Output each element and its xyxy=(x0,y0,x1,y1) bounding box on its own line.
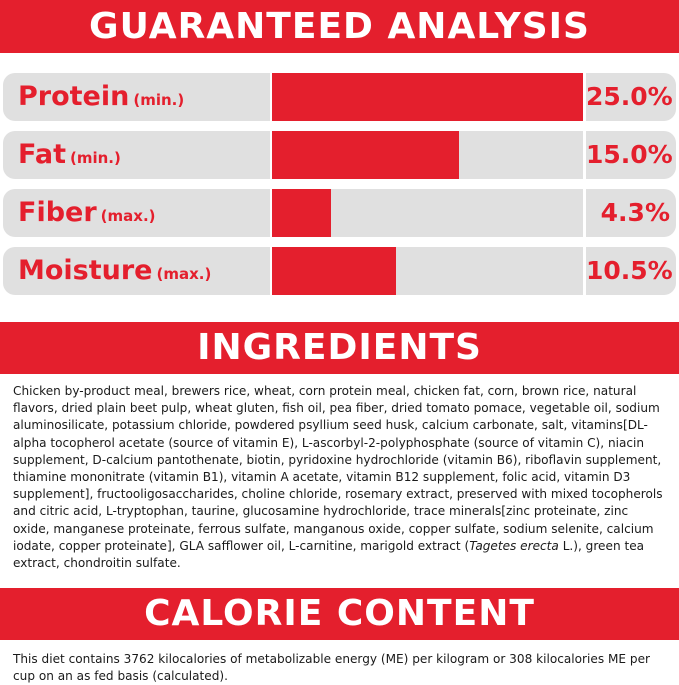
nutrient-qualifier: (max.) xyxy=(156,265,212,283)
analysis-bar-track xyxy=(272,131,583,179)
analysis-bar-fill xyxy=(272,131,459,179)
analysis-bar-track xyxy=(272,189,583,237)
nutrient-qualifier: (min.) xyxy=(70,149,121,167)
analysis-label: Fat (min.) xyxy=(3,131,270,179)
analysis-label: Protein (min.) xyxy=(3,73,270,121)
calorie-content-title: CALORIE CONTENT xyxy=(144,593,535,634)
analysis-row-fat: Fat (min.) 15.0% xyxy=(0,131,679,179)
analysis-value: 15.0% xyxy=(586,131,676,179)
ingredients-text: Chicken by-product meal, brewers rice, w… xyxy=(13,383,668,572)
analysis-bar-fill xyxy=(272,247,397,295)
analysis-bar-fill xyxy=(272,189,332,237)
analysis-value: 4.3% xyxy=(586,189,676,237)
nutrient-name: Moisture xyxy=(18,255,153,286)
ingredients-text-main: Chicken by-product meal, brewers rice, w… xyxy=(13,384,663,553)
nutrient-qualifier: (max.) xyxy=(100,207,156,225)
nutrient-name: Fiber xyxy=(18,197,97,228)
nutrient-qualifier: (min.) xyxy=(133,91,185,109)
analysis-label: Moisture (max.) xyxy=(3,247,270,295)
nutrient-name: Protein xyxy=(18,81,130,112)
analysis-value: 10.5% xyxy=(586,247,676,295)
analysis-bar-track xyxy=(272,73,583,121)
analysis-row-fiber: Fiber (max.) 4.3% xyxy=(0,189,679,237)
calorie-content-text: This diet contains 3762 kilocalories of … xyxy=(13,652,650,684)
ingredients-text-end: L.), green tea extract, chondroitin sulf… xyxy=(13,538,645,571)
guaranteed-analysis-banner: GUARANTEED ANALYSIS xyxy=(0,0,679,53)
analysis-row-moisture: Moisture (max.) 10.5% xyxy=(0,247,679,295)
calorie-content-banner: CALORIE CONTENT xyxy=(0,588,679,640)
analysis-bar-fill xyxy=(272,73,583,121)
analysis-label: Fiber (max.) xyxy=(3,189,270,237)
ingredients-species-name: Tagetes erecta xyxy=(469,538,559,553)
analysis-row-protein: Protein (min.) 25.0% xyxy=(0,73,679,121)
analysis-bar-track xyxy=(272,247,583,295)
ingredients-banner: INGREDIENTS xyxy=(0,322,679,374)
analysis-value: 25.0% xyxy=(586,73,676,121)
ingredients-title: INGREDIENTS xyxy=(197,327,482,368)
guaranteed-analysis-title: GUARANTEED ANALYSIS xyxy=(89,6,590,47)
nutrient-name: Fat xyxy=(18,139,66,170)
